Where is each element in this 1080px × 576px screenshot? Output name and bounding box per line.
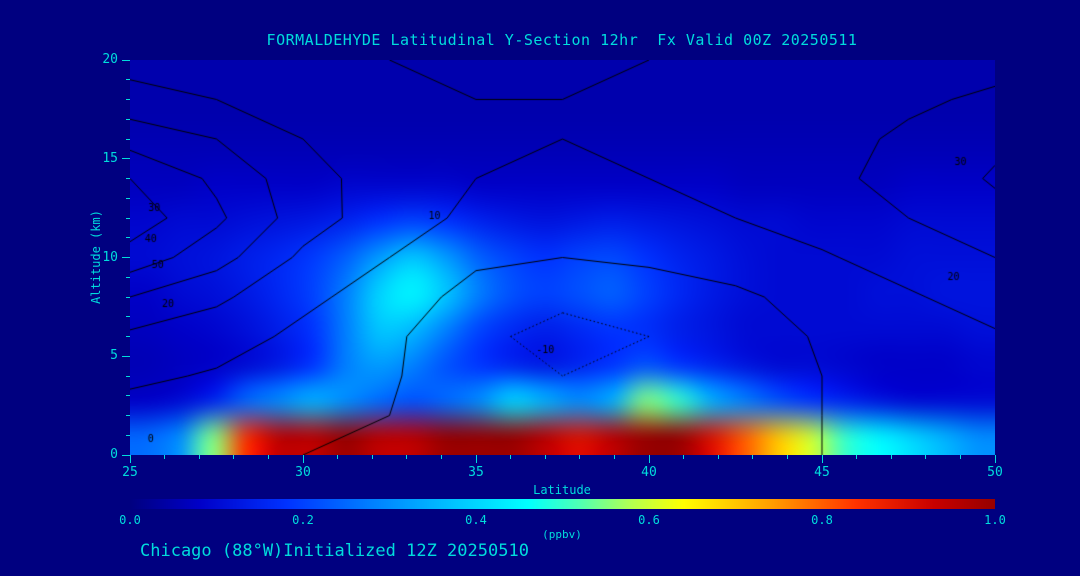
x-minor-tick-mark	[925, 455, 927, 459]
y-tick-label: 5	[110, 348, 118, 364]
x-minor-tick-mark	[786, 455, 788, 459]
x-tick-label: 40	[641, 465, 657, 480]
y-minor-tick-mark	[126, 138, 130, 140]
y-minor-tick-mark	[126, 316, 130, 318]
y-minor-tick-mark	[126, 197, 130, 199]
x-minor-tick-mark	[510, 455, 512, 459]
y-minor-tick-mark	[126, 237, 130, 239]
plot-canvas	[130, 60, 995, 455]
x-minor-tick-mark	[717, 455, 719, 459]
x-minor-tick-mark	[683, 455, 685, 459]
chart-title: FORMALDEHYDE Latitudinal Y-Section 12hr …	[266, 31, 858, 49]
y-minor-tick-mark	[126, 395, 130, 397]
y-minor-tick-mark	[126, 118, 130, 120]
x-tick-label: 30	[295, 465, 311, 480]
x-minor-tick-mark	[233, 455, 235, 459]
x-tick-label: 45	[814, 465, 830, 480]
colorbar-tick-label: 1.0	[984, 513, 1006, 527]
colorbar-tick-label: 0.0	[119, 513, 141, 527]
x-major-tick-mark	[475, 455, 477, 463]
x-minor-tick-mark	[267, 455, 269, 459]
colorbar-tick-label: 0.2	[292, 513, 314, 527]
x-minor-tick-mark	[613, 455, 615, 459]
x-tick-label: 35	[468, 465, 484, 480]
x-minor-tick-mark	[371, 455, 373, 459]
y-major-tick-mark	[122, 257, 130, 258]
y-major-tick-mark	[122, 158, 130, 160]
x-major-tick-mark	[821, 455, 823, 463]
y-major-tick-mark	[122, 454, 130, 456]
y-tick-label: 10	[102, 249, 118, 265]
y-tick-label: 0	[110, 447, 118, 462]
y-minor-tick-mark	[126, 434, 130, 436]
x-major-tick-mark	[994, 455, 996, 463]
x-minor-tick-mark	[164, 455, 166, 459]
y-minor-tick-mark	[126, 336, 130, 337]
x-major-tick-mark	[302, 455, 304, 463]
x-minor-tick-mark	[198, 455, 200, 459]
x-minor-tick-mark	[440, 455, 442, 459]
x-minor-tick-mark	[856, 455, 858, 459]
colorbar-tick-label: 0.8	[811, 513, 833, 527]
x-minor-tick-mark	[406, 455, 408, 459]
x-minor-tick-mark	[579, 455, 581, 459]
x-major-tick-mark	[648, 455, 650, 463]
x-minor-tick-mark	[752, 455, 754, 459]
x-tick-label: 25	[122, 465, 138, 480]
y-minor-tick-mark	[126, 415, 130, 416]
x-minor-tick-mark	[337, 455, 339, 459]
x-minor-tick-mark	[544, 455, 546, 459]
x-minor-tick-mark	[890, 455, 892, 459]
x-minor-tick-mark	[959, 455, 961, 459]
footer-annotation: Chicago (88°W)Initialized 12Z 20250510	[140, 541, 529, 561]
y-minor-tick-mark	[126, 296, 130, 298]
colorbar-tick-label: 0.6	[638, 513, 660, 527]
y-minor-tick-mark	[126, 375, 130, 377]
y-minor-tick-mark	[126, 178, 130, 179]
x-axis-label: Latitude	[533, 483, 591, 497]
y-minor-tick-mark	[126, 99, 130, 100]
y-major-tick-mark	[122, 355, 130, 357]
x-major-tick-mark	[129, 455, 131, 463]
x-tick-label: 50	[987, 465, 1003, 480]
colorbar-units: (ppbv)	[542, 528, 582, 541]
colorbar-tick-label: 0.4	[465, 513, 487, 527]
y-tick-label: 15	[102, 150, 118, 166]
y-minor-tick-mark	[126, 79, 130, 81]
y-minor-tick-mark	[126, 276, 130, 278]
y-tick-label: 20	[102, 52, 118, 67]
y-major-tick-mark	[122, 59, 130, 61]
y-minor-tick-mark	[126, 217, 130, 219]
colorbar	[130, 499, 995, 509]
